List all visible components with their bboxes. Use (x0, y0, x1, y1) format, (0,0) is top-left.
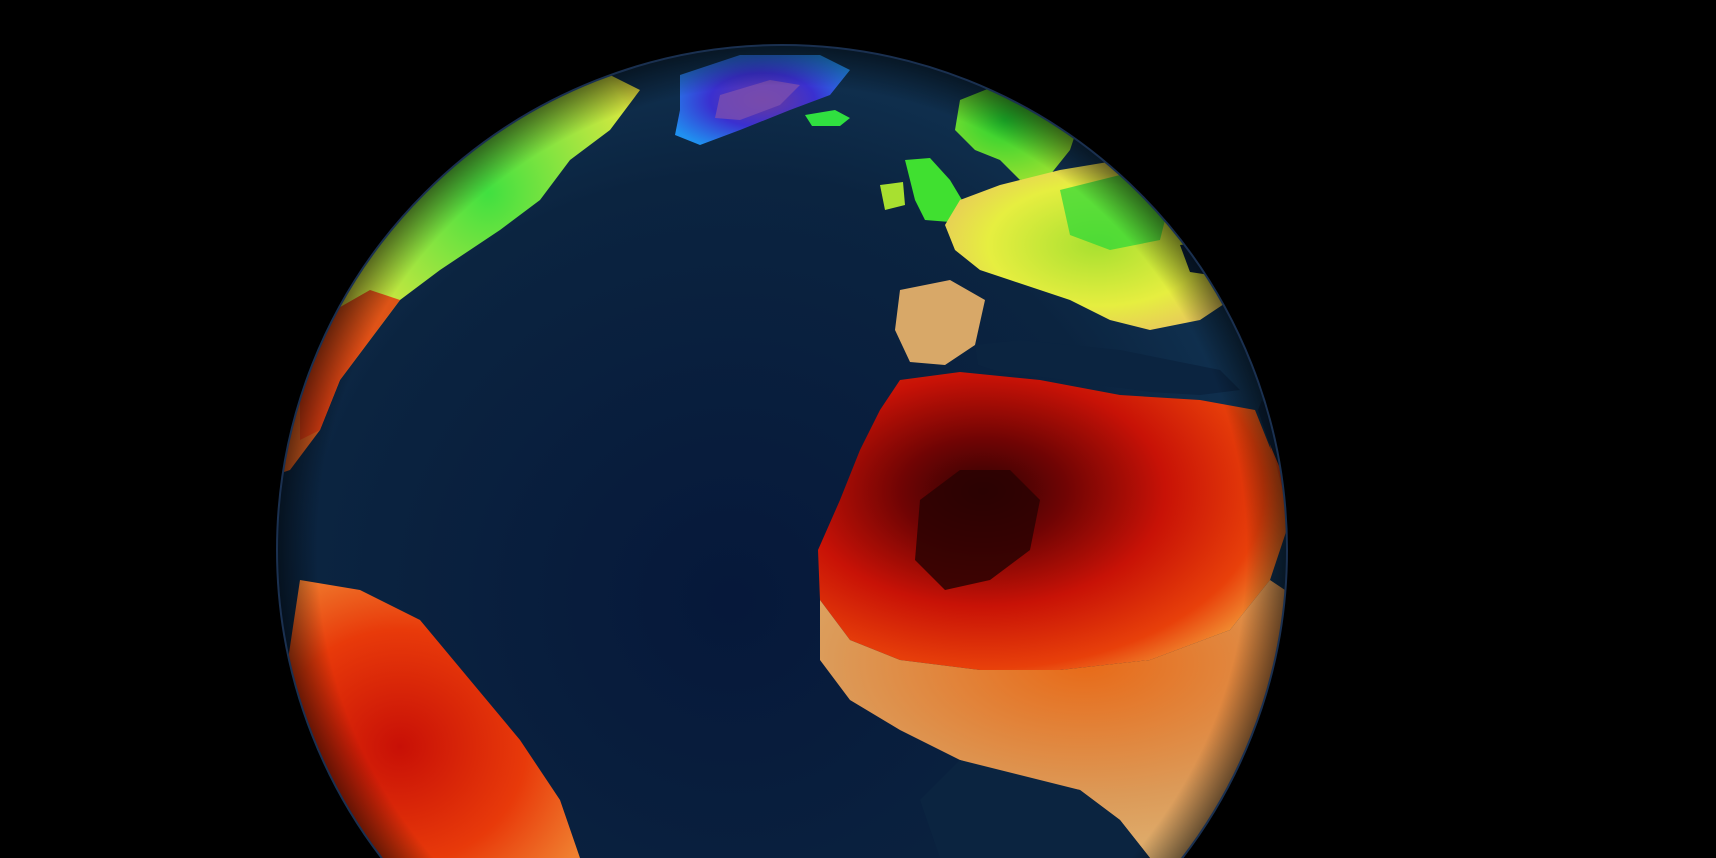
globe-surface[interactable] (260, 45, 1380, 858)
globe-limb-shade (277, 45, 1287, 858)
globe-edge (276, 44, 1288, 858)
